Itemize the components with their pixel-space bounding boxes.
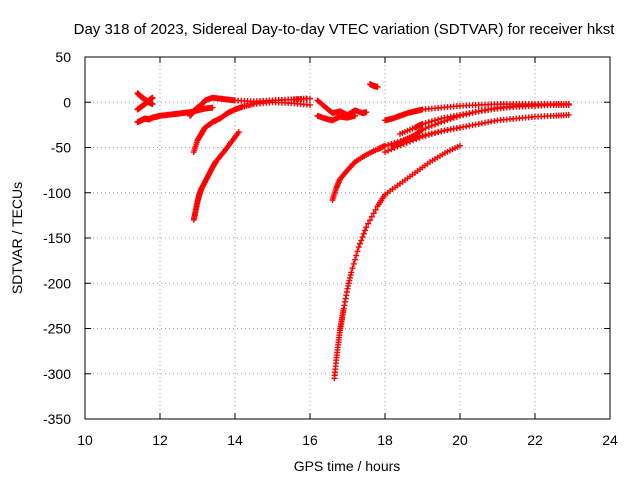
data-point [410, 137, 417, 144]
x-tick-label: 14 [227, 432, 243, 448]
data-point [149, 101, 156, 108]
series-arc-3 [134, 94, 156, 113]
data-point [416, 134, 423, 141]
y-tick-label: -100 [43, 185, 71, 201]
series-arc-11 [331, 142, 463, 382]
series-arc-12 [367, 81, 381, 90]
data-point [419, 120, 426, 127]
data-point [422, 125, 429, 132]
y-tick-label: -150 [43, 230, 71, 246]
data-point [349, 265, 356, 272]
data-point [362, 227, 368, 234]
x-tick-label: 22 [527, 432, 543, 448]
y-tick-label: -250 [43, 321, 71, 337]
data-point [303, 95, 310, 102]
data-point [355, 244, 362, 251]
data-point [149, 94, 156, 101]
data-point [367, 217, 373, 224]
x-tick-label: 12 [152, 432, 168, 448]
data-point [432, 130, 438, 137]
x-axis-label: GPS time / hours [294, 458, 401, 474]
data-point [397, 142, 404, 149]
data-point [413, 136, 420, 143]
data-point [422, 120, 429, 127]
data-point [358, 237, 365, 244]
data-point [435, 116, 442, 123]
series-arc-15 [382, 111, 572, 156]
data-point [400, 140, 407, 147]
data-point [374, 83, 381, 90]
data-point [428, 118, 435, 125]
data-points [134, 81, 572, 382]
series-arc-7 [250, 95, 310, 107]
data-point [359, 234, 366, 241]
data-point [432, 117, 438, 124]
data-point [354, 248, 361, 255]
chart-title: Day 318 of 2023, Sidereal Day-to-day VTE… [74, 21, 616, 38]
series-arc-9 [314, 112, 358, 124]
series-arc-6 [190, 129, 242, 223]
series-arc-16 [397, 101, 572, 137]
y-tick-label: -300 [43, 366, 71, 382]
series-arc-1 [134, 104, 216, 126]
data-point [428, 130, 435, 137]
data-point [425, 119, 432, 126]
data-point [350, 260, 357, 267]
y-tick-label: 0 [63, 94, 71, 110]
data-point [370, 210, 377, 217]
data-point [382, 142, 388, 149]
data-point [363, 224, 370, 231]
x-tick-label: 24 [602, 432, 618, 448]
data-point [435, 129, 442, 136]
y-tick-label: -200 [43, 275, 71, 291]
data-point [419, 126, 426, 133]
data-point [352, 256, 358, 263]
x-tick-label: 18 [377, 432, 393, 448]
data-point [565, 101, 572, 108]
data-point [419, 133, 426, 140]
series-arc-10 [329, 124, 463, 203]
y-tick-label: 50 [55, 49, 71, 65]
x-tick-label: 20 [452, 432, 468, 448]
data-point [457, 142, 463, 149]
data-point [368, 213, 375, 220]
data-point [418, 127, 425, 134]
data-point [407, 138, 413, 145]
data-point [353, 252, 360, 259]
data-point [235, 129, 242, 136]
data-point [403, 139, 410, 146]
x-tick-label: 10 [77, 432, 93, 448]
y-tick-label: -50 [51, 140, 71, 156]
x-tick-label: 16 [302, 432, 318, 448]
plot-frame [84, 56, 611, 420]
data-point [382, 149, 388, 156]
data-point [363, 109, 370, 116]
data-point [391, 144, 398, 151]
data-point [372, 206, 379, 213]
grid-lines [85, 57, 610, 419]
data-point [394, 143, 401, 150]
data-point [348, 269, 355, 276]
data-point [565, 111, 572, 118]
data-point [352, 112, 358, 119]
data-point [209, 104, 216, 111]
data-point [422, 132, 429, 139]
y-tick-label: -350 [43, 411, 71, 427]
data-point [357, 240, 363, 247]
data-point [307, 101, 313, 108]
axis-ticks: 10 12 14 16 18 20 22 24 50 0 -50 -100 -150 -200 -250 -3… [43, 49, 618, 448]
data-point [388, 146, 395, 153]
data-point [385, 141, 392, 148]
y-axis-label: SDTVAR / TECUs [9, 182, 25, 294]
data-point [360, 230, 367, 237]
data-point [365, 220, 372, 227]
data-point [385, 147, 392, 154]
data-point [425, 131, 432, 138]
